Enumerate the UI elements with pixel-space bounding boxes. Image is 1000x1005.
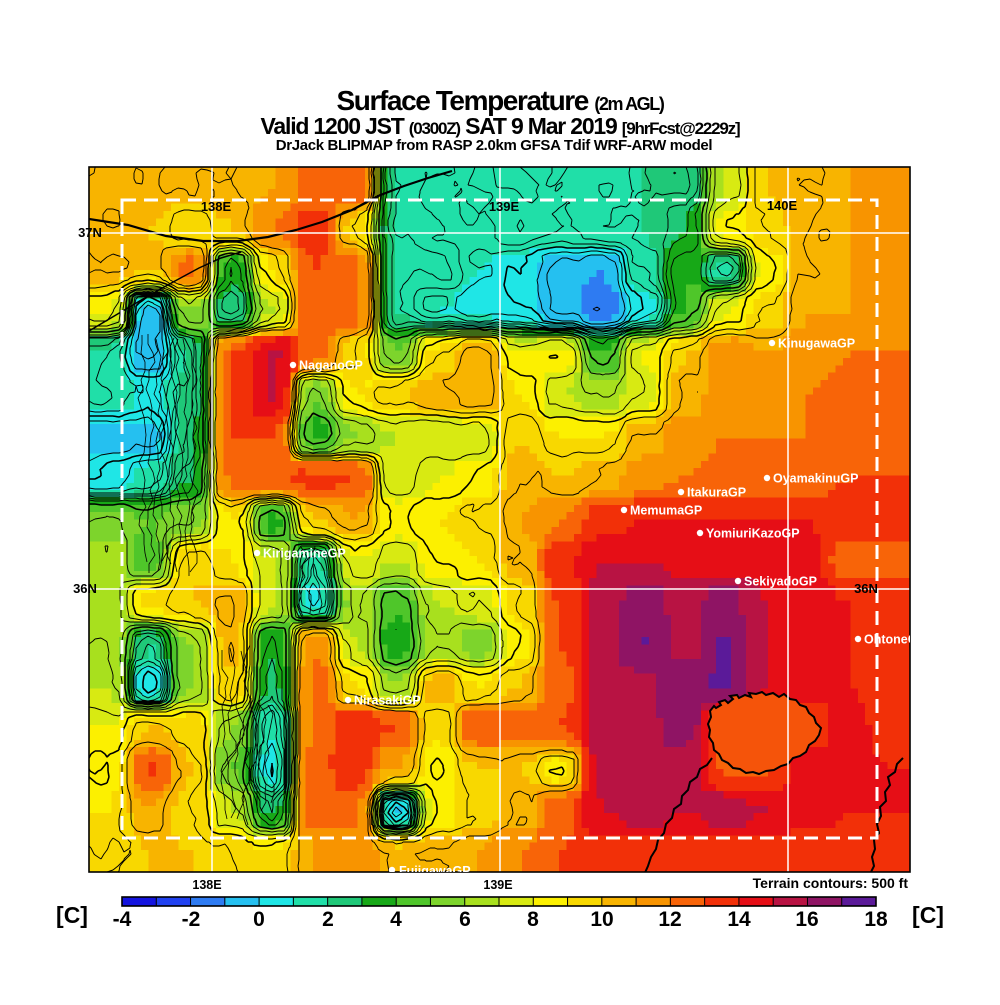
svg-text:ItakuraGP: ItakuraGP — [687, 486, 746, 500]
svg-text:12: 12 — [658, 908, 681, 931]
svg-text:2: 2 — [322, 908, 334, 931]
svg-text:139E: 139E — [483, 878, 512, 892]
svg-text:140E: 140E — [767, 198, 798, 213]
svg-text:36N: 36N — [854, 581, 878, 596]
svg-text:FujigawaGP: FujigawaGP — [399, 864, 471, 878]
svg-text:10: 10 — [590, 908, 613, 931]
svg-text:SekiyadoGP: SekiyadoGP — [744, 575, 817, 589]
svg-text:[C]: [C] — [56, 902, 88, 928]
svg-text:138E: 138E — [192, 878, 221, 892]
svg-text:OhtoneGP: OhtoneGP — [864, 633, 926, 647]
svg-text:-2: -2 — [182, 908, 201, 931]
svg-text:37N: 37N — [78, 225, 102, 240]
svg-text:MemumaGP: MemumaGP — [630, 504, 702, 518]
svg-text:KinugawaGP: KinugawaGP — [778, 337, 855, 351]
svg-text:18: 18 — [864, 908, 888, 931]
svg-text:0: 0 — [253, 908, 265, 931]
svg-text:14: 14 — [727, 908, 751, 931]
svg-text:YomiuriKazoGP: YomiuriKazoGP — [706, 527, 800, 541]
svg-text:Terrain contours: 500 ft: Terrain contours: 500 ft — [753, 875, 909, 891]
svg-text:-4: -4 — [113, 908, 132, 931]
svg-text:8: 8 — [527, 908, 539, 931]
svg-text:16: 16 — [795, 908, 818, 931]
svg-text:138E: 138E — [201, 199, 232, 214]
svg-text:OyamakinuGP: OyamakinuGP — [773, 472, 858, 486]
svg-text:KirigamineGP: KirigamineGP — [263, 547, 346, 561]
svg-text:NirasakiGP: NirasakiGP — [354, 694, 421, 708]
svg-text:139E: 139E — [489, 199, 520, 214]
svg-text:36N: 36N — [73, 581, 97, 596]
svg-text:[C]: [C] — [912, 902, 944, 928]
svg-text:4: 4 — [390, 908, 402, 931]
svg-text:6: 6 — [459, 908, 471, 931]
svg-text:NaganoGP: NaganoGP — [299, 359, 363, 373]
